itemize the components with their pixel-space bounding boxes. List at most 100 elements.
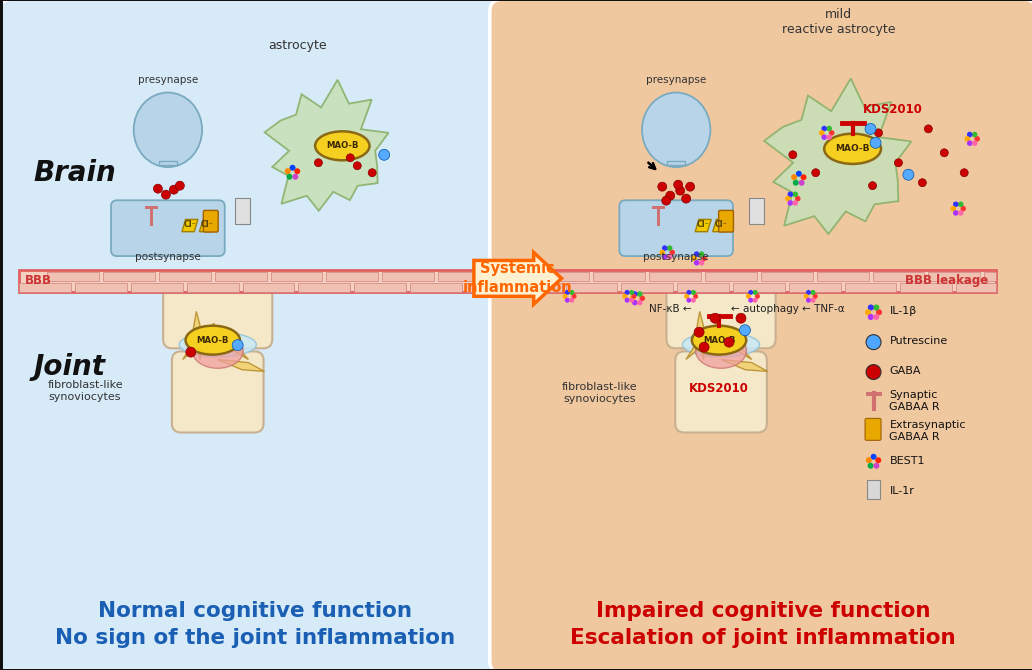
Bar [465, 283, 486, 292]
Circle shape [736, 314, 746, 323]
Circle shape [793, 192, 798, 197]
FancyBboxPatch shape [111, 200, 225, 256]
Polygon shape [264, 80, 389, 211]
Circle shape [285, 168, 291, 174]
Ellipse shape [682, 332, 760, 357]
Bar [844, 283, 897, 292]
Circle shape [967, 140, 972, 146]
Circle shape [801, 174, 807, 180]
Circle shape [570, 290, 574, 295]
Circle shape [682, 194, 690, 203]
Circle shape [287, 174, 292, 180]
Text: Cl⁻: Cl⁻ [184, 220, 196, 229]
Circle shape [868, 304, 874, 311]
Circle shape [752, 290, 757, 295]
FancyBboxPatch shape [163, 282, 272, 348]
Circle shape [694, 251, 700, 257]
Circle shape [866, 335, 881, 350]
Bar [243, 283, 294, 292]
Bar [187, 283, 238, 292]
FancyBboxPatch shape [675, 351, 767, 433]
Bar [867, 480, 879, 498]
Text: MAO-B: MAO-B [835, 144, 870, 153]
Text: Brain: Brain [33, 159, 116, 187]
Circle shape [694, 294, 698, 299]
Circle shape [685, 182, 695, 191]
Text: presynapse: presynapse [137, 75, 198, 85]
Circle shape [866, 457, 872, 463]
Bar [593, 272, 645, 281]
Polygon shape [713, 219, 729, 232]
Circle shape [871, 454, 876, 460]
Circle shape [874, 129, 882, 137]
Bar [131, 283, 183, 292]
Text: Normal cognitive function: Normal cognitive function [98, 601, 412, 621]
Circle shape [813, 294, 817, 299]
Circle shape [748, 290, 753, 295]
Circle shape [972, 140, 977, 146]
Polygon shape [212, 329, 249, 360]
Text: presynapse: presynapse [646, 75, 706, 85]
Bar [957, 283, 996, 292]
Circle shape [940, 149, 948, 157]
Circle shape [953, 202, 959, 207]
Circle shape [572, 294, 577, 299]
Circle shape [695, 327, 704, 337]
Circle shape [785, 196, 791, 202]
Bar [788, 283, 841, 292]
Ellipse shape [180, 332, 256, 357]
Circle shape [175, 181, 185, 190]
Circle shape [630, 297, 634, 303]
Ellipse shape [134, 92, 202, 167]
Text: Impaired cognitive function: Impaired cognitive function [595, 601, 930, 621]
Circle shape [368, 169, 377, 177]
Text: MAO-B: MAO-B [326, 141, 358, 150]
Circle shape [873, 304, 879, 311]
Text: KDS2010: KDS2010 [863, 103, 923, 116]
Circle shape [950, 206, 956, 212]
Circle shape [622, 294, 627, 299]
Circle shape [953, 210, 959, 216]
Text: Escalation of joint inflammation: Escalation of joint inflammation [570, 628, 956, 648]
Bar [749, 198, 764, 224]
Circle shape [702, 256, 707, 261]
Circle shape [562, 294, 568, 299]
Circle shape [637, 291, 643, 297]
Circle shape [873, 463, 879, 469]
Circle shape [806, 297, 811, 303]
Circle shape [870, 137, 881, 148]
Circle shape [724, 337, 734, 347]
Circle shape [676, 186, 684, 195]
Circle shape [666, 191, 675, 200]
Circle shape [821, 135, 827, 140]
Circle shape [690, 290, 696, 295]
Bar [270, 272, 322, 281]
Bar [234, 198, 250, 224]
Circle shape [710, 314, 720, 323]
Circle shape [186, 347, 196, 357]
Text: Putrescine: Putrescine [890, 336, 947, 346]
Text: IL-1r: IL-1r [890, 486, 914, 496]
Bar [901, 283, 953, 292]
FancyArrow shape [474, 253, 561, 304]
Circle shape [787, 200, 794, 206]
Circle shape [819, 130, 825, 135]
FancyBboxPatch shape [865, 418, 881, 440]
Circle shape [662, 245, 668, 251]
Bar [761, 272, 813, 281]
Bar [733, 283, 784, 292]
Circle shape [161, 190, 170, 199]
Bar [649, 272, 701, 281]
Circle shape [827, 126, 832, 131]
Text: ← autophagy ← TNF-α: ← autophagy ← TNF-α [731, 304, 844, 314]
Bar [510, 271, 996, 292]
Ellipse shape [825, 134, 881, 164]
Polygon shape [182, 219, 198, 232]
FancyBboxPatch shape [0, 0, 512, 670]
Circle shape [958, 210, 964, 216]
Text: postsynapse: postsynapse [643, 253, 709, 263]
Circle shape [640, 295, 645, 301]
Bar [75, 283, 127, 292]
Circle shape [565, 290, 570, 295]
Circle shape [694, 260, 700, 265]
